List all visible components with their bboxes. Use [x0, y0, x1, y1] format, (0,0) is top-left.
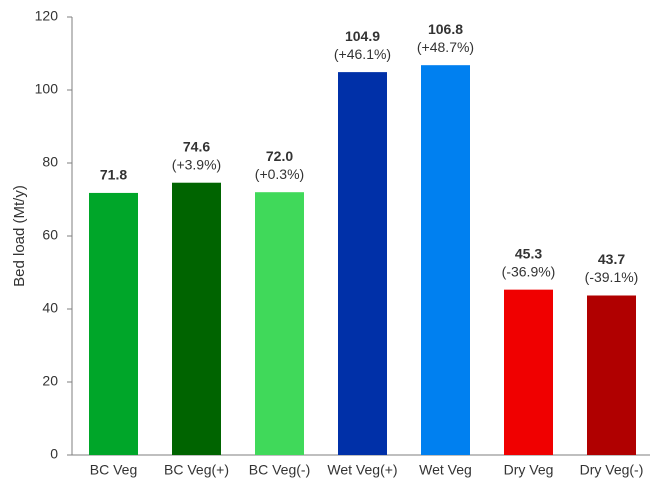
x-tick-label: Dry Veg	[504, 462, 554, 478]
annotation: (-36.9%)	[502, 263, 556, 279]
y-tick-label: 120	[35, 8, 59, 24]
bar	[338, 72, 387, 456]
annotation: (+48.7%)	[417, 39, 474, 55]
x-tick-label: BC Veg	[90, 462, 137, 478]
x-tick-label: BC Veg(-)	[249, 462, 310, 478]
x-tick-label: BC Veg(+)	[164, 462, 229, 478]
y-tick-label: 40	[42, 300, 58, 316]
y-tick-label: 20	[42, 373, 58, 389]
annotation: (+3.9%)	[172, 156, 221, 172]
bar	[421, 65, 470, 456]
y-axis-label: Bed load (Mt/y)	[11, 185, 28, 287]
x-tick-label: Wet Veg(+)	[327, 462, 397, 478]
x-tick-label: Dry Veg(-)	[580, 462, 644, 478]
x-tick-label: Wet Veg	[419, 462, 472, 478]
y-tick-label: 100	[35, 81, 59, 97]
value-label: 43.7	[598, 251, 625, 267]
value-label: 72.0	[266, 148, 293, 164]
bar	[172, 182, 221, 455]
annotation: (+0.3%)	[255, 166, 304, 182]
value-label: 74.6	[183, 138, 210, 154]
annotation: (+46.1%)	[334, 46, 391, 62]
annotation: (-39.1%)	[585, 269, 639, 285]
y-tick-label: 0	[50, 446, 58, 462]
value-label: 45.3	[515, 245, 542, 261]
bar	[587, 295, 636, 455]
y-tick-label: 80	[42, 154, 58, 170]
value-label: 104.9	[345, 28, 380, 44]
value-label: 106.8	[428, 21, 463, 37]
bar	[89, 192, 138, 455]
y-tick-label: 60	[42, 227, 58, 243]
bar	[504, 289, 553, 455]
value-label: 71.8	[100, 167, 127, 183]
bar	[255, 192, 304, 455]
